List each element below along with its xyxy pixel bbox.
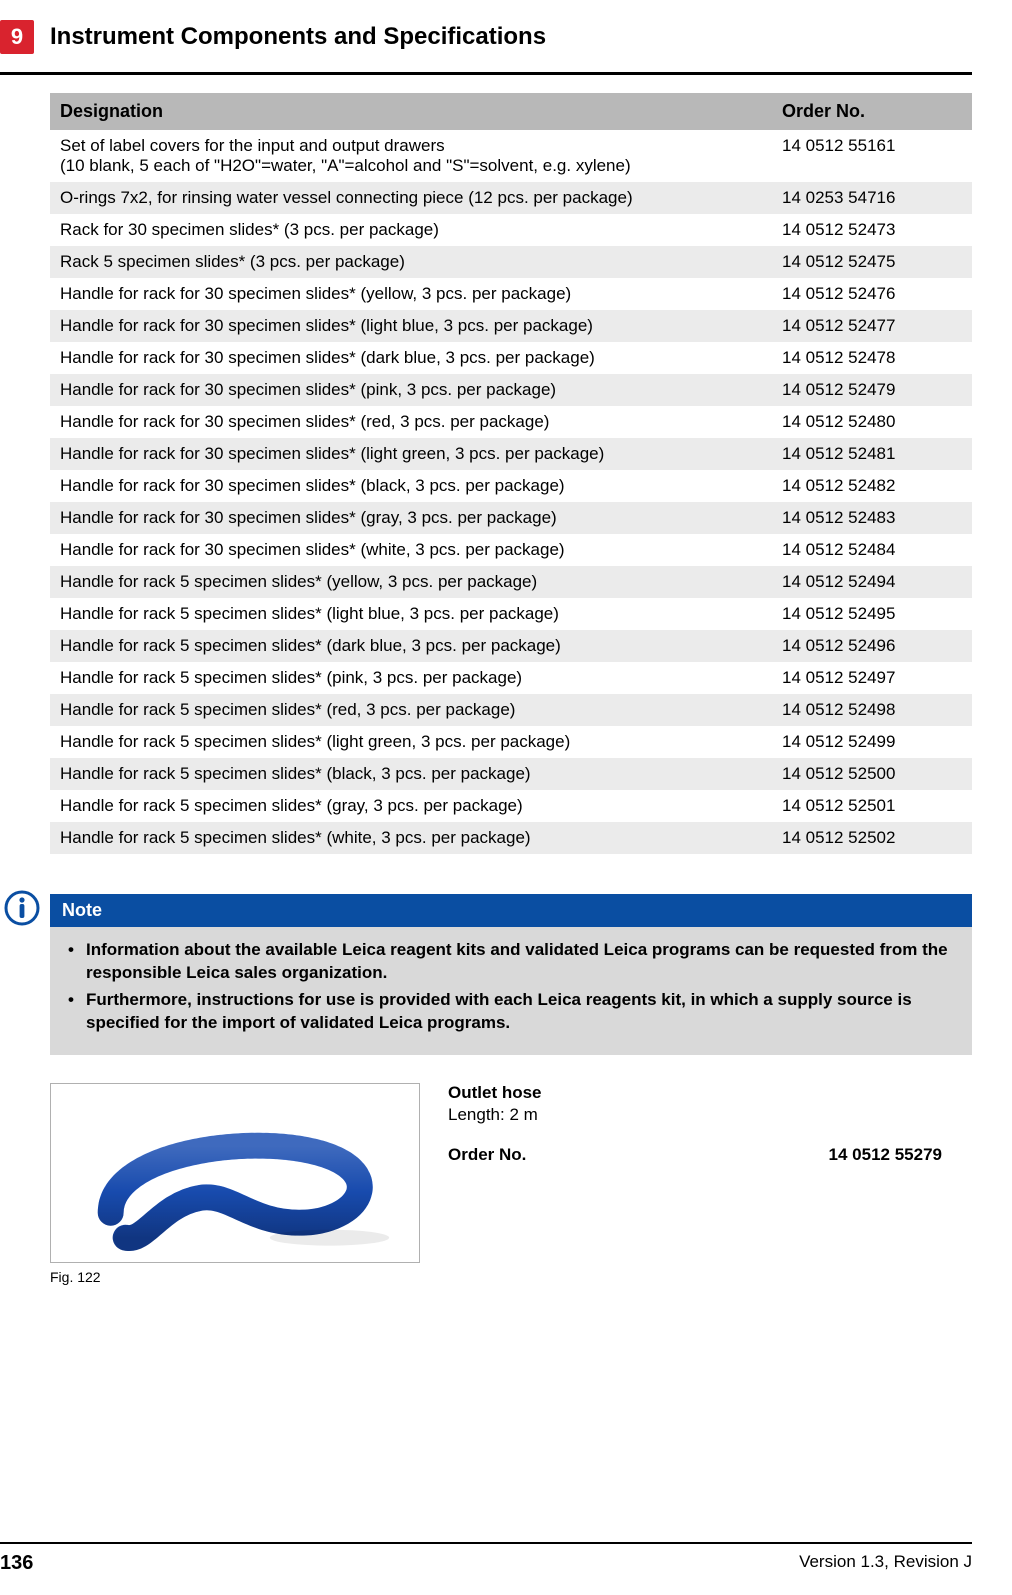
table-row: Handle for rack for 30 specimen slides* … bbox=[50, 502, 972, 534]
cell-order-no: 14 0512 52497 bbox=[772, 662, 972, 694]
table-row: Rack 5 specimen slides* (3 pcs. per pack… bbox=[50, 246, 972, 278]
table-row: Rack for 30 specimen slides* (3 pcs. per… bbox=[50, 214, 972, 246]
page-number: 136 bbox=[0, 1552, 33, 1575]
table-row: Handle for rack for 30 specimen slides* … bbox=[50, 534, 972, 566]
chapter-header: 9 Instrument Components and Specificatio… bbox=[0, 20, 972, 54]
cell-order-no: 14 0512 52500 bbox=[772, 758, 972, 790]
product-title: Outlet hose bbox=[448, 1083, 972, 1103]
table-row: O-rings 7x2, for rinsing water vessel co… bbox=[50, 182, 972, 214]
product-spec: Length: 2 m bbox=[448, 1105, 972, 1125]
note-item: Information about the available Leica re… bbox=[68, 939, 954, 985]
table-row: Handle for rack for 30 specimen slides* … bbox=[50, 278, 972, 310]
cell-order-no: 14 0512 52502 bbox=[772, 822, 972, 854]
cell-order-no: 14 0512 52473 bbox=[772, 214, 972, 246]
cell-order-no: 14 0512 52495 bbox=[772, 598, 972, 630]
cell-designation: Set of label covers for the input and ou… bbox=[50, 130, 772, 182]
order-label: Order No. bbox=[448, 1145, 526, 1165]
table-row: Handle for rack 5 specimen slides* (pink… bbox=[50, 662, 972, 694]
cell-order-no: 14 0512 52481 bbox=[772, 438, 972, 470]
note-item: Furthermore, instructions for use is pro… bbox=[68, 989, 954, 1035]
cell-designation: Rack 5 specimen slides* (3 pcs. per pack… bbox=[50, 246, 772, 278]
cell-designation: Handle for rack 5 specimen slides* (ligh… bbox=[50, 726, 772, 758]
cell-order-no: 14 0512 52482 bbox=[772, 470, 972, 502]
cell-designation: Handle for rack for 30 specimen slides* … bbox=[50, 310, 772, 342]
cell-designation: Handle for rack 5 specimen slides* (pink… bbox=[50, 662, 772, 694]
table-row: Handle for rack 5 specimen slides* (yell… bbox=[50, 566, 972, 598]
cell-designation: Handle for rack for 30 specimen slides* … bbox=[50, 374, 772, 406]
cell-designation: Handle for rack 5 specimen slides* (ligh… bbox=[50, 598, 772, 630]
cell-order-no: 14 0512 52480 bbox=[772, 406, 972, 438]
note-title: Note bbox=[50, 894, 972, 927]
cell-order-no: 14 0512 52478 bbox=[772, 342, 972, 374]
cell-designation: O-rings 7x2, for rinsing water vessel co… bbox=[50, 182, 772, 214]
cell-designation: Handle for rack 5 specimen slides* (blac… bbox=[50, 758, 772, 790]
order-number: 14 0512 55279 bbox=[829, 1145, 942, 1165]
table-row: Handle for rack for 30 specimen slides* … bbox=[50, 438, 972, 470]
table-row: Handle for rack for 30 specimen slides* … bbox=[50, 374, 972, 406]
cell-designation: Handle for rack 5 specimen slides* (yell… bbox=[50, 566, 772, 598]
cell-designation: Handle for rack 5 specimen slides* (dark… bbox=[50, 630, 772, 662]
table-row: Handle for rack for 30 specimen slides* … bbox=[50, 310, 972, 342]
col-designation: Designation bbox=[50, 93, 772, 130]
figure-caption: Fig. 122 bbox=[50, 1269, 420, 1285]
note-body: Information about the available Leica re… bbox=[50, 927, 972, 1055]
cell-order-no: 14 0512 52501 bbox=[772, 790, 972, 822]
cell-designation: Handle for rack for 30 specimen slides* … bbox=[50, 278, 772, 310]
cell-order-no: 14 0512 52498 bbox=[772, 694, 972, 726]
cell-order-no: 14 0512 52499 bbox=[772, 726, 972, 758]
cell-designation: Handle for rack for 30 specimen slides* … bbox=[50, 342, 772, 374]
cell-designation: Handle for rack for 30 specimen slides* … bbox=[50, 502, 772, 534]
page-footer: 136 Version 1.3, Revision J bbox=[0, 1542, 972, 1575]
cell-designation: Handle for rack 5 specimen slides* (red,… bbox=[50, 694, 772, 726]
cell-order-no: 14 0253 54716 bbox=[772, 182, 972, 214]
col-order-no: Order No. bbox=[772, 93, 972, 130]
cell-designation: Handle for rack for 30 specimen slides* … bbox=[50, 470, 772, 502]
table-row: Handle for rack 5 specimen slides* (gray… bbox=[50, 790, 972, 822]
note-block: Note Information about the available Lei… bbox=[50, 894, 972, 1055]
cell-designation: Rack for 30 specimen slides* (3 pcs. per… bbox=[50, 214, 772, 246]
chapter-title: Instrument Components and Specifications bbox=[50, 23, 546, 51]
figure-row: Fig. 122 Outlet hose Length: 2 m Order N… bbox=[50, 1083, 972, 1285]
cell-designation: Handle for rack 5 specimen slides* (gray… bbox=[50, 790, 772, 822]
info-icon bbox=[4, 890, 40, 926]
cell-order-no: 14 0512 52494 bbox=[772, 566, 972, 598]
table-row: Set of label covers for the input and ou… bbox=[50, 130, 972, 182]
table-row: Handle for rack 5 specimen slides* (red,… bbox=[50, 694, 972, 726]
table-row: Handle for rack 5 specimen slides* (ligh… bbox=[50, 598, 972, 630]
table-row: Handle for rack 5 specimen slides* (dark… bbox=[50, 630, 972, 662]
table-row: Handle for rack 5 specimen slides* (whit… bbox=[50, 822, 972, 854]
cell-order-no: 14 0512 52484 bbox=[772, 534, 972, 566]
table-row: Handle for rack for 30 specimen slides* … bbox=[50, 406, 972, 438]
cell-designation: Handle for rack 5 specimen slides* (whit… bbox=[50, 822, 772, 854]
cell-designation: Handle for rack for 30 specimen slides* … bbox=[50, 534, 772, 566]
table-row: Handle for rack for 30 specimen slides* … bbox=[50, 342, 972, 374]
table-row: Handle for rack for 30 specimen slides* … bbox=[50, 470, 972, 502]
cell-order-no: 14 0512 52475 bbox=[772, 246, 972, 278]
parts-table: Designation Order No. Set of label cover… bbox=[50, 93, 972, 854]
table-row: Handle for rack 5 specimen slides* (ligh… bbox=[50, 726, 972, 758]
cell-order-no: 14 0512 52477 bbox=[772, 310, 972, 342]
header-rule bbox=[0, 72, 972, 75]
cell-order-no: 14 0512 52483 bbox=[772, 502, 972, 534]
cell-order-no: 14 0512 52496 bbox=[772, 630, 972, 662]
table-row: Handle for rack 5 specimen slides* (blac… bbox=[50, 758, 972, 790]
chapter-number-badge: 9 bbox=[0, 20, 34, 54]
cell-designation: Handle for rack for 30 specimen slides* … bbox=[50, 438, 772, 470]
figure-image bbox=[50, 1083, 420, 1263]
cell-order-no: 14 0512 52479 bbox=[772, 374, 972, 406]
version-text: Version 1.3, Revision J bbox=[799, 1552, 972, 1575]
cell-order-no: 14 0512 55161 bbox=[772, 130, 972, 182]
cell-order-no: 14 0512 52476 bbox=[772, 278, 972, 310]
cell-designation: Handle for rack for 30 specimen slides* … bbox=[50, 406, 772, 438]
